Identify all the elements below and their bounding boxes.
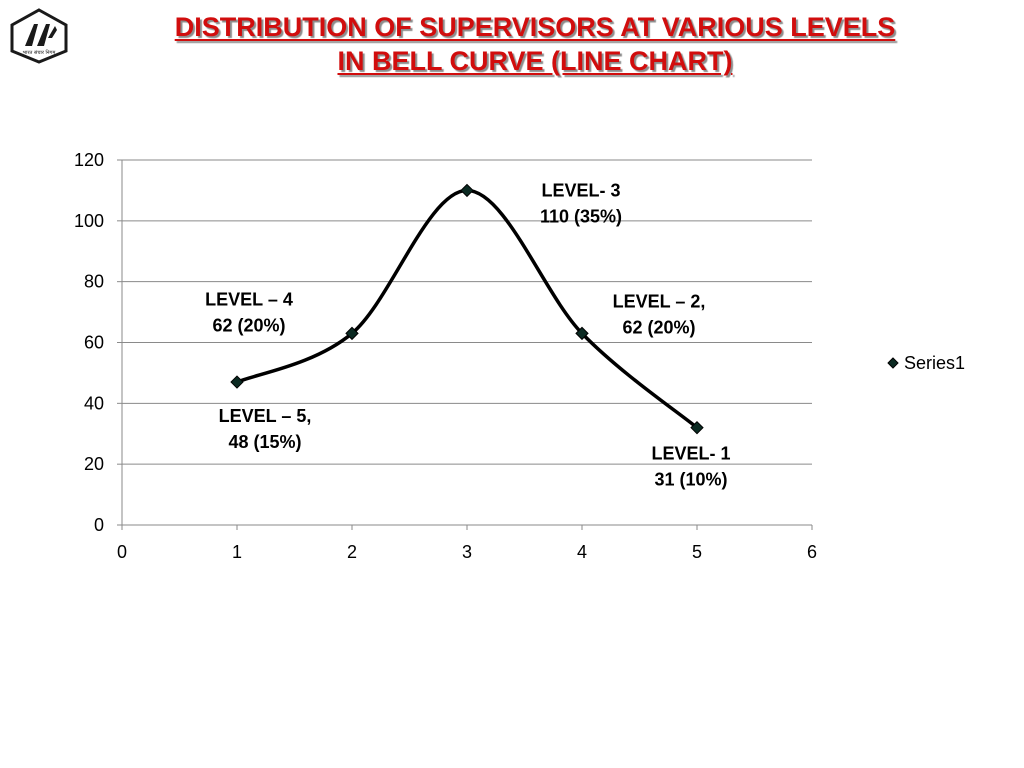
x-tick-label: 3 [462, 542, 472, 562]
data-label: LEVEL – 4 62 (20%) [205, 289, 293, 335]
x-tick-label: 1 [232, 542, 242, 562]
y-tick-label: 80 [84, 272, 104, 292]
company-logo-icon [10, 8, 68, 64]
x-tick-label: 5 [692, 542, 702, 562]
data-label-line-1: LEVEL- 1 [651, 444, 730, 464]
y-tick-label: 20 [84, 454, 104, 474]
data-label-line-1: LEVEL – 4 [205, 289, 293, 309]
legend-label: Series1 [904, 353, 965, 373]
data-label-line-1: LEVEL – 5, [219, 406, 312, 426]
data-label-line-1: LEVEL – 2, [613, 291, 706, 311]
data-label: LEVEL- 3 110 (35%) [540, 180, 622, 226]
x-tick-label: 0 [117, 542, 127, 562]
y-tick-label: 0 [94, 515, 104, 535]
page-title: DISTRIBUTION OF SUPERVISORS AT VARIOUS L… [60, 10, 1010, 78]
y-tick-label: 120 [74, 150, 104, 170]
title-line-2: IN BELL CURVE (LINE CHART) [337, 46, 733, 76]
x-tick-labels: 0 1 2 3 4 5 6 [117, 542, 817, 562]
y-tick-label: 40 [84, 393, 104, 413]
title-line-1: DISTRIBUTION OF SUPERVISORS AT VARIOUS L… [174, 12, 896, 42]
data-label-line-2: 62 (20%) [622, 317, 695, 337]
data-label: LEVEL – 2, 62 (20%) [613, 291, 706, 337]
data-point-marker [230, 375, 244, 389]
x-tick-label: 2 [347, 542, 357, 562]
gridlines [122, 159, 812, 465]
legend-marker-icon [887, 357, 899, 369]
data-point-marker [345, 326, 359, 341]
data-label-line-2: 48 (15%) [228, 432, 301, 452]
data-point-marker [690, 420, 704, 435]
company-logo: भारत संचार निगम [10, 8, 68, 64]
axes [117, 159, 813, 530]
y-tick-label: 60 [84, 333, 104, 353]
y-tick-label: 100 [74, 211, 104, 231]
logo-text: भारत संचार निगम [23, 49, 57, 56]
data-point-marker [575, 326, 589, 341]
data-label-line-2: 110 (35%) [540, 206, 622, 226]
data-label: LEVEL – 5, 48 (15%) [219, 406, 312, 452]
x-tick-label: 4 [577, 542, 587, 562]
data-label: LEVEL- 1 31 (10%) [651, 444, 730, 490]
data-label-line-1: LEVEL- 3 [541, 180, 620, 200]
data-annotations: LEVEL – 5,48 (15%)LEVEL – 462 (20%)LEVEL… [205, 180, 730, 489]
legend: Series1 [887, 353, 965, 373]
x-tick-label: 6 [807, 542, 817, 562]
y-tick-labels: 0 20 40 60 80 100 120 [74, 150, 104, 535]
data-label-line-2: 62 (20%) [212, 315, 285, 335]
series-1 [230, 183, 704, 435]
data-point-marker [460, 183, 474, 198]
data-label-line-2: 31 (10%) [654, 470, 727, 490]
